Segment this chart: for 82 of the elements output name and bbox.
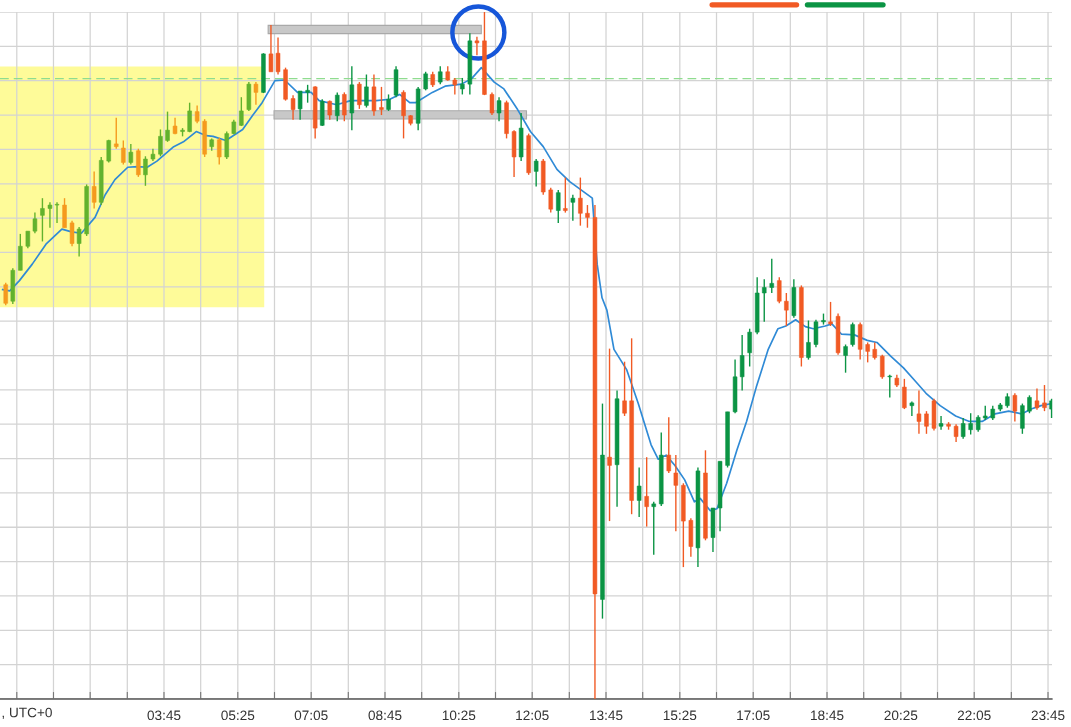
candlestick bbox=[379, 86, 384, 116]
candlestick bbox=[960, 417, 966, 440]
candlestick bbox=[253, 81, 259, 106]
x-tick-label: 03:45 bbox=[147, 710, 181, 721]
candlestick bbox=[651, 501, 656, 556]
candlestick bbox=[357, 81, 362, 110]
candlestick bbox=[401, 89, 406, 140]
candlestick bbox=[121, 139, 126, 166]
candlestick bbox=[578, 176, 583, 227]
candlestick bbox=[607, 347, 612, 522]
candlestick bbox=[739, 334, 745, 392]
candlestick bbox=[916, 389, 922, 435]
candlestick bbox=[158, 128, 163, 157]
candlestick bbox=[556, 189, 561, 224]
candlestick bbox=[777, 276, 782, 304]
candlestick bbox=[924, 410, 929, 435]
x-tick-label: 23:45 bbox=[1031, 710, 1065, 721]
candlestick bbox=[474, 36, 480, 56]
candlestick bbox=[62, 197, 67, 229]
candlestick bbox=[850, 321, 855, 348]
candlestick bbox=[224, 130, 229, 160]
candlestick bbox=[165, 110, 170, 143]
candlestick bbox=[40, 197, 45, 243]
x-tick-label: 08:45 bbox=[368, 710, 402, 721]
candlestick bbox=[1020, 402, 1025, 435]
candlestick bbox=[902, 378, 907, 410]
x-tick-label: 17:05 bbox=[737, 710, 770, 721]
candlestick bbox=[239, 96, 244, 127]
x-tick-label: 18:45 bbox=[811, 710, 844, 721]
candlestick bbox=[622, 360, 627, 417]
candlestick bbox=[747, 328, 752, 368]
candlestick bbox=[666, 416, 671, 474]
candlestick bbox=[297, 90, 303, 121]
candlestick bbox=[570, 194, 576, 222]
candlestick bbox=[3, 281, 8, 307]
candlestick bbox=[673, 454, 679, 533]
candlestick bbox=[187, 101, 192, 133]
candlestick bbox=[290, 94, 296, 121]
candlestick bbox=[91, 170, 97, 210]
candlestick bbox=[880, 354, 885, 380]
candlestick bbox=[938, 415, 944, 431]
candlestick bbox=[1034, 387, 1040, 411]
candlestick bbox=[533, 158, 539, 188]
candlestick bbox=[585, 204, 590, 229]
candlestick bbox=[143, 155, 148, 187]
candlestick bbox=[217, 137, 222, 166]
candlestick bbox=[496, 96, 502, 122]
x-tick-label: 15:25 bbox=[663, 710, 697, 721]
candlestick bbox=[865, 341, 870, 364]
candlestick bbox=[813, 319, 819, 348]
candlestick bbox=[128, 143, 134, 166]
candlestick bbox=[828, 301, 833, 327]
candlestick bbox=[968, 412, 973, 436]
candlestick bbox=[769, 257, 774, 294]
candlestick bbox=[1012, 392, 1018, 423]
x-tick-label: 05:25 bbox=[221, 710, 255, 721]
x-tick-label: 10:25 bbox=[442, 710, 476, 721]
candlestick bbox=[762, 278, 767, 323]
candlestick bbox=[636, 466, 642, 518]
candlestick bbox=[364, 73, 369, 109]
candlestick bbox=[843, 343, 848, 374]
candlestick bbox=[563, 176, 568, 214]
x-tick-label: 13:45 bbox=[590, 710, 623, 721]
candlestick bbox=[335, 91, 340, 122]
candlestick bbox=[548, 187, 553, 214]
text: , UTC+0 bbox=[2, 707, 52, 719]
x-tick-label: 22:05 bbox=[957, 710, 991, 721]
candlestick bbox=[114, 117, 119, 150]
candlestick bbox=[784, 292, 789, 327]
candlestick bbox=[806, 319, 811, 361]
candlestick bbox=[76, 226, 82, 258]
candlestick bbox=[1049, 398, 1053, 419]
x-tick-label: 07:05 bbox=[294, 710, 328, 721]
candlestick bbox=[644, 456, 649, 528]
candlestick bbox=[69, 220, 75, 247]
candlestick bbox=[342, 91, 347, 122]
x-tick-label: 12:05 bbox=[516, 710, 549, 721]
x-tick-label: 20:25 bbox=[884, 710, 918, 721]
candlestick bbox=[489, 91, 495, 116]
candlestick bbox=[1042, 384, 1047, 412]
candlestick bbox=[32, 211, 38, 234]
candlestick bbox=[909, 400, 915, 417]
